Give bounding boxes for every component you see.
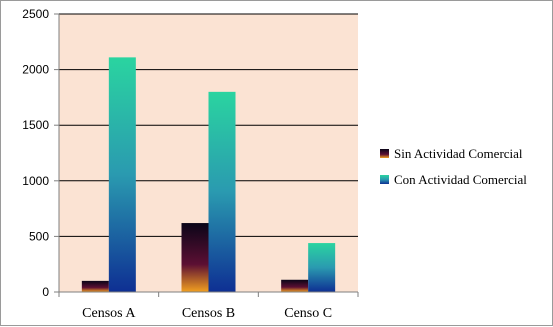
legend-swatch [380,175,389,184]
bar-sin-actividad [281,279,309,292]
x-tick-label: Censos B [182,306,235,321]
y-axis-ticks: 0 500 1000 1500 2000 2500 [22,7,59,299]
legend-label: Con Actividad Comercial [394,172,527,187]
legend-item-sin-actividad: Sin Actividad Comercial [380,146,523,161]
y-tick-label: 500 [29,229,49,243]
bars [81,57,336,293]
bar-sin-actividad [181,223,209,292]
bar-con-actividad [108,57,136,293]
legend-label: Sin Actividad Comercial [394,146,523,161]
x-tick-label: Censos A [82,306,136,321]
y-tick-label: 0 [42,285,49,299]
axes [58,14,358,293]
legend-item-con-actividad: Con Actividad Comercial [380,172,527,187]
legend-swatch [380,149,389,158]
x-tick-label: Censo C [284,306,332,321]
y-tick-label: 1500 [22,118,49,132]
legend: Sin Actividad Comercial Con Actividad Com… [380,146,527,187]
bar-sin-actividad [81,280,109,292]
y-tick-label: 2000 [22,63,49,77]
x-axis-ticks: Censos A Censos B Censo C [58,292,359,321]
y-tick-label: 1000 [22,174,49,188]
bar-con-actividad [208,91,236,292]
y-tick-label: 2500 [22,7,49,21]
bar-con-actividad [308,243,336,292]
